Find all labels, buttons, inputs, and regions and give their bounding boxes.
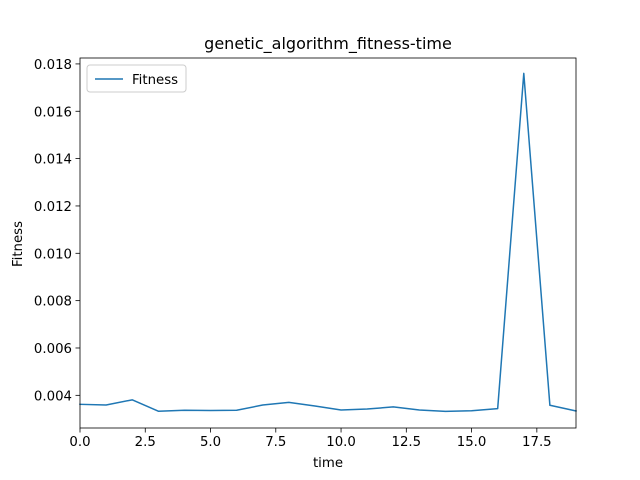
y-tick-label: 0.006 xyxy=(34,342,72,357)
y-tick-label: 0.018 xyxy=(34,58,72,73)
y-tick-label: 0.008 xyxy=(34,295,72,310)
plot-area: 0.0 2.5 5.0 7.5 10.0 12.5 15.0 17.5 0.004 0.006 0.… xyxy=(34,57,577,450)
x-tick-label: 10.0 xyxy=(326,435,356,450)
x-tick-label: 2.5 xyxy=(135,435,156,450)
x-tick-label: 15.0 xyxy=(457,435,487,450)
legend-box xyxy=(86,64,187,93)
y-tick-label: 0.004 xyxy=(34,389,72,404)
x-tick-label: 12.5 xyxy=(392,435,422,450)
plot-frame xyxy=(79,57,577,429)
y-tick-label: 0.010 xyxy=(34,247,72,262)
x-tick-label: 5.0 xyxy=(200,435,221,450)
x-tick-label: 17.5 xyxy=(522,435,552,450)
x-tick-label: 7.5 xyxy=(265,435,286,450)
y-axis-title: Fitness xyxy=(11,221,26,267)
series-line-fitness xyxy=(79,72,577,413)
legend-label: Fitness xyxy=(132,73,178,88)
y-tick-label: 0.012 xyxy=(34,200,72,215)
x-tick-label: 0.0 xyxy=(69,435,90,450)
y-tick-label: 0.014 xyxy=(34,153,72,168)
x-axis-title: time xyxy=(313,456,343,471)
chart-title: genetic_algorithm_fitness-time xyxy=(204,34,452,54)
y-tick-label: 0.016 xyxy=(34,105,72,120)
